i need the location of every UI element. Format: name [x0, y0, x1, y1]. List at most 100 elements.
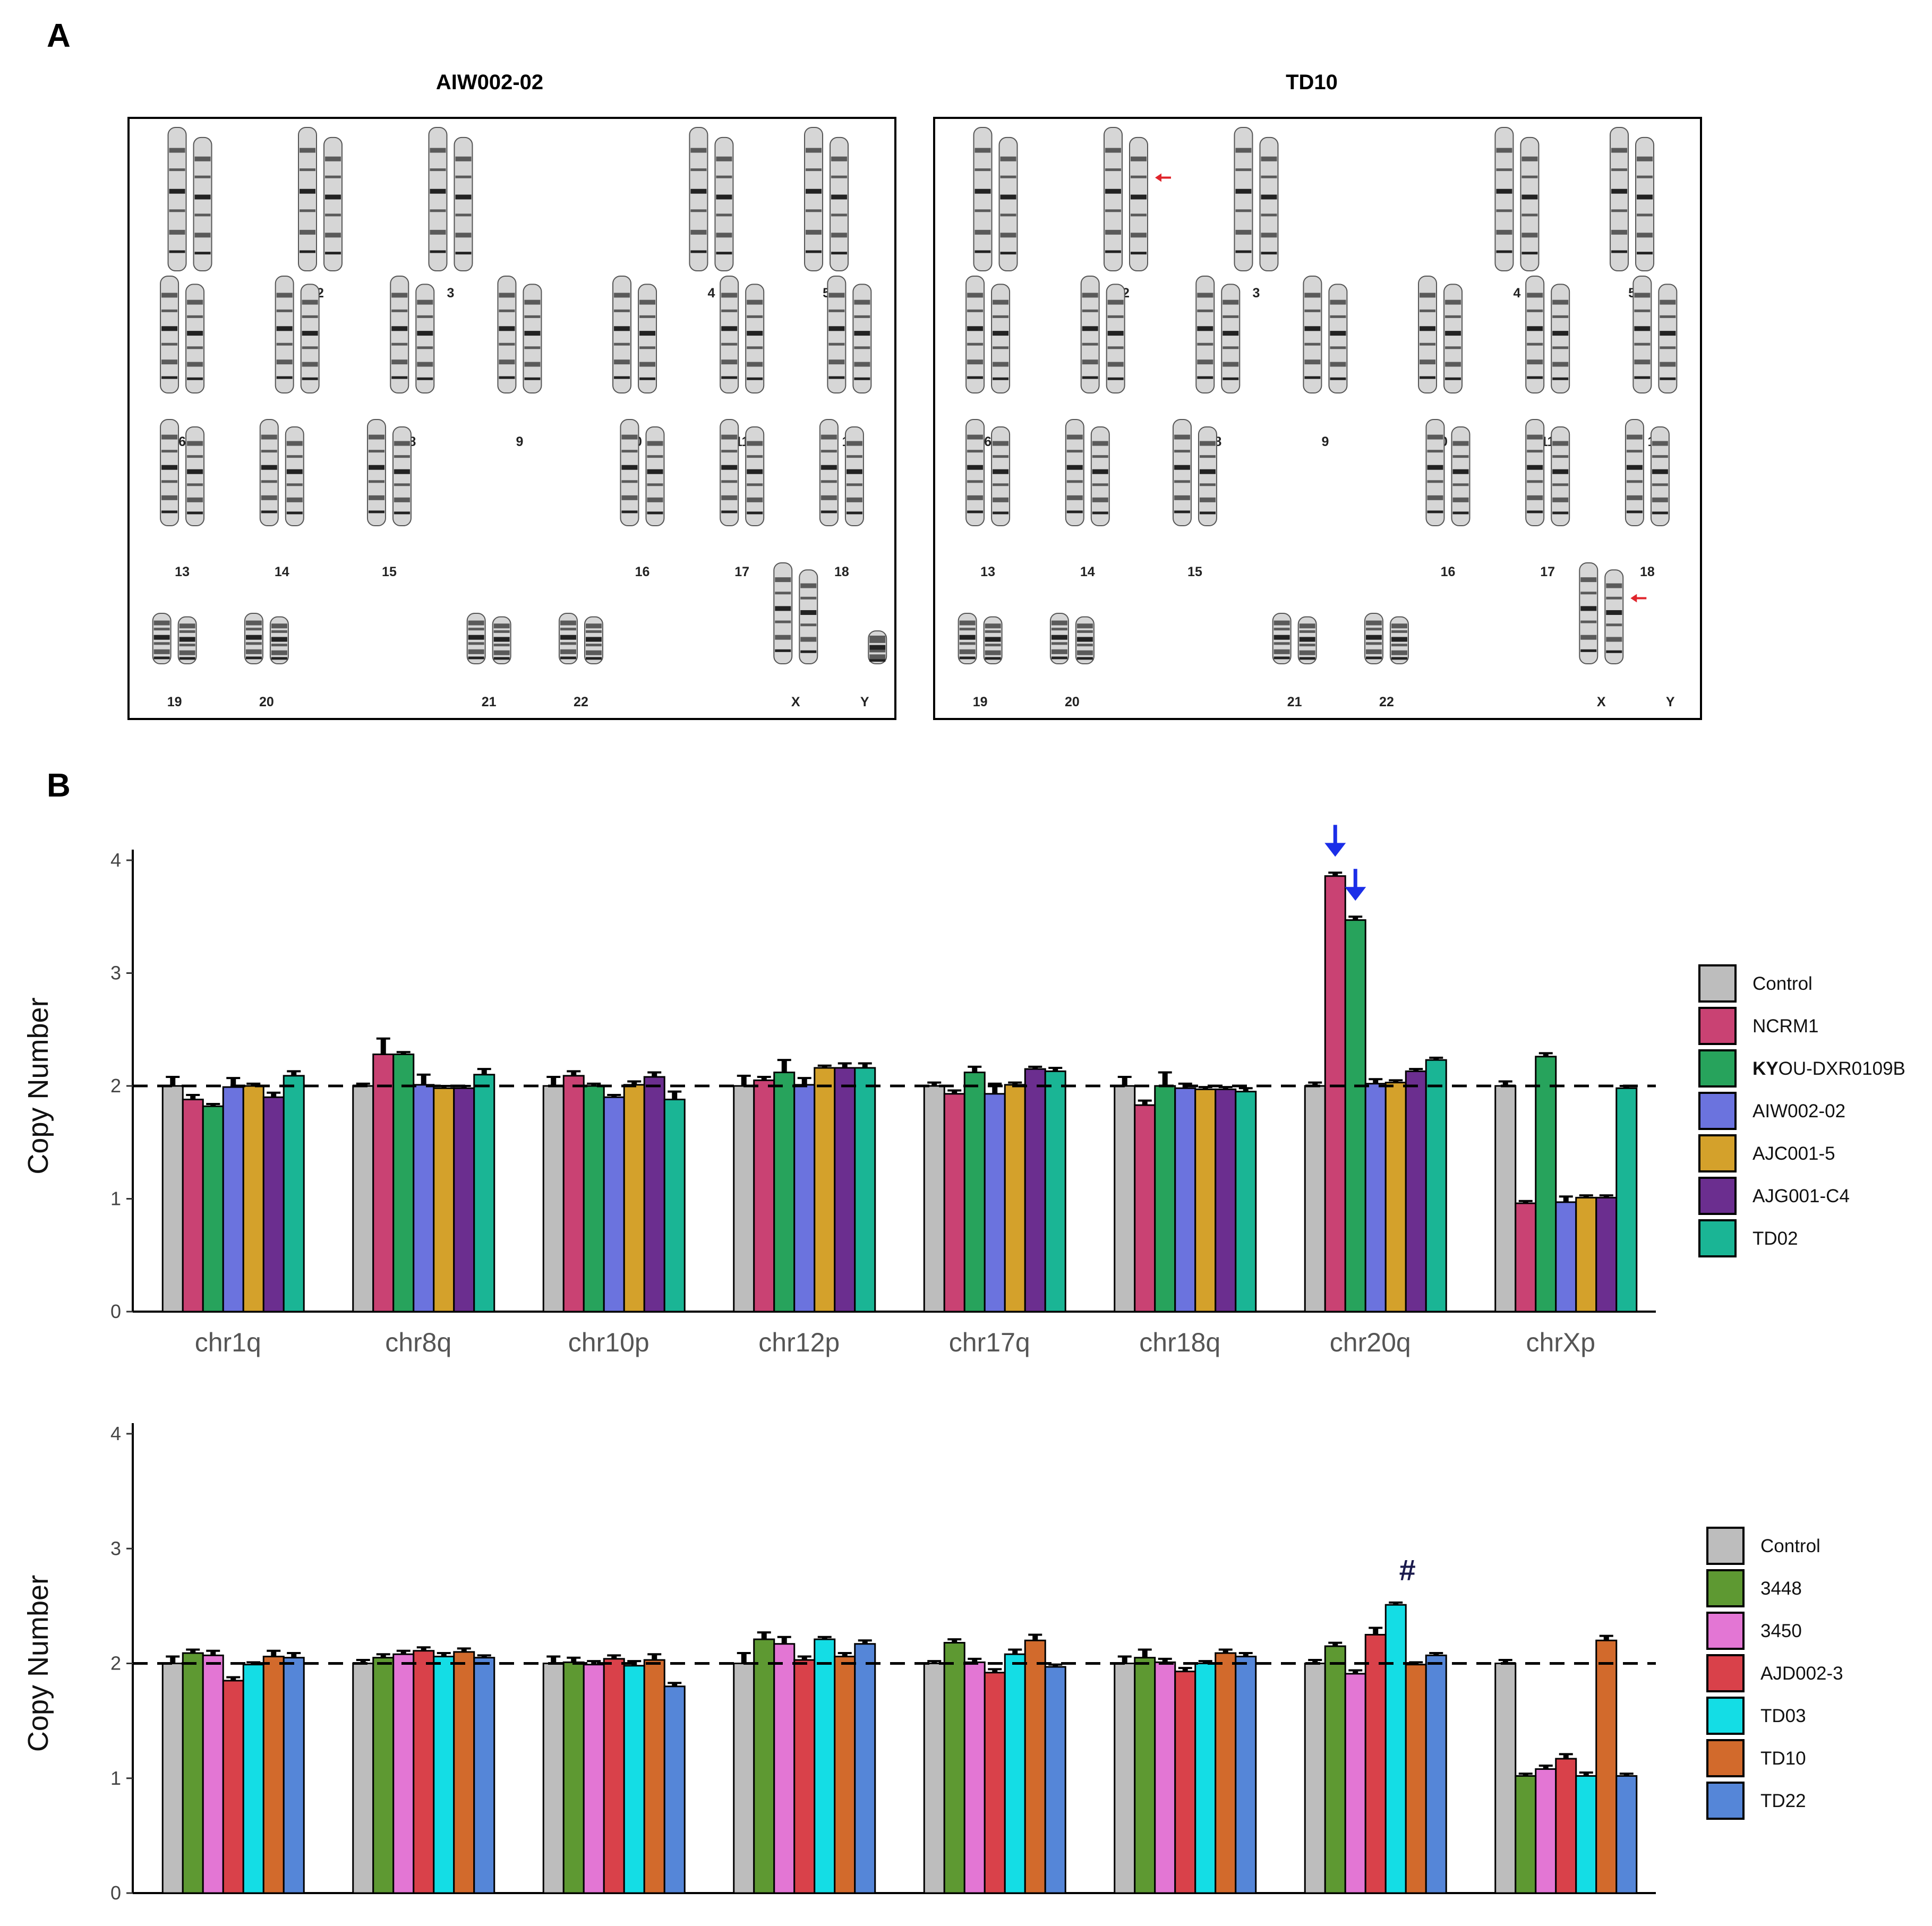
- chromosome-band: [430, 250, 446, 253]
- chromosome-band: [1076, 650, 1093, 655]
- chromosome-band: [828, 359, 845, 365]
- chromosome-band: [499, 359, 515, 365]
- chromosome-band: [468, 635, 484, 640]
- chromosome-band: [985, 644, 1001, 647]
- bar-group-chr10p: [542, 1653, 686, 1894]
- chromosome-band: [846, 469, 862, 474]
- chromosome-band: [1235, 229, 1252, 235]
- chromosome-label: 9: [1321, 434, 1329, 449]
- chromosome-band: [169, 209, 185, 212]
- chromosome-band: [993, 377, 1009, 380]
- chromosome-band: [993, 455, 1009, 458]
- chromosome-band: [1199, 455, 1216, 458]
- chromosome-band: [1452, 497, 1469, 502]
- chromosome-band: [1527, 480, 1543, 483]
- error-bar: [230, 1677, 236, 1682]
- chromosome-band: [1261, 156, 1277, 161]
- chromosome-band: [1273, 642, 1290, 645]
- chromosome-band: [1105, 168, 1121, 172]
- bar-chr8q-3448: [372, 1657, 395, 1894]
- chromosome-band: [800, 637, 817, 642]
- chromosome-band: [1092, 511, 1108, 515]
- chromosome-band: [639, 362, 656, 367]
- chromosome-band: [721, 465, 738, 470]
- chromosome-band: [1365, 635, 1382, 640]
- chromosome-band: [775, 606, 791, 611]
- error-bar: [1353, 917, 1358, 921]
- chromosome-band: [468, 628, 484, 631]
- category-label: chr1q: [195, 1328, 261, 1357]
- chromosome-band: [647, 511, 663, 515]
- chromosome-band: [1330, 299, 1346, 305]
- bar-chr1q-TD02: [283, 1075, 305, 1313]
- chromosome-band: [993, 511, 1009, 515]
- chromosome-band: [1197, 359, 1213, 365]
- chromosome-band: [647, 469, 663, 474]
- bar-chr18q-TD02: [1235, 1091, 1257, 1313]
- bar-chr12p-KYOU-DXR0109B: [773, 1072, 796, 1313]
- chromosome-band: [621, 450, 638, 453]
- chromosome-band: [1105, 189, 1121, 194]
- bar-chr17q-3450: [963, 1661, 986, 1894]
- chromosome-band: [721, 293, 738, 298]
- chromosome-band: [560, 642, 576, 645]
- chromosome-band: [1131, 156, 1147, 161]
- chromosome-band: [1527, 465, 1543, 470]
- chromosome-band: [1626, 434, 1643, 440]
- chromosome-band: [974, 250, 991, 253]
- chromosome-band: [455, 175, 472, 178]
- chromosome-band: [721, 376, 738, 379]
- chromosome-band: [1637, 213, 1653, 217]
- chromosome-band: [967, 450, 984, 453]
- chromosome-band: [1611, 229, 1628, 235]
- error-bar: [1223, 1649, 1228, 1655]
- bar-chr8q-NCRM1: [372, 1054, 395, 1313]
- abnormality-arrow: [1155, 173, 1171, 182]
- chromosome-band: [1391, 657, 1407, 660]
- chromosome-band: [1235, 209, 1252, 212]
- bar-chrXp-TD22: [1615, 1775, 1638, 1894]
- chromosome-band: [261, 465, 277, 470]
- chromosome-band: [854, 331, 870, 336]
- chromosome-band: [1092, 469, 1108, 474]
- chromosome-band: [1611, 189, 1628, 194]
- bar-chr12p-TD10: [834, 1656, 856, 1894]
- bar-chr12p-TD22: [854, 1643, 876, 1894]
- chromosome-band: [1105, 229, 1121, 235]
- chromosome-band: [261, 434, 277, 440]
- chromosome-band: [391, 359, 408, 365]
- chromosome-band: [1304, 293, 1321, 298]
- error-bar: [1122, 1077, 1127, 1087]
- chromosome-band: [187, 346, 203, 349]
- bar-chr1q-AIW002-02: [222, 1086, 244, 1313]
- copy-number-chart-top: 0 1 2 3 4 Copy Number chr1q chr8q chr10p chr12p ch…: [22, 825, 1905, 1357]
- bar-chr10p-AJG001-C4: [643, 1076, 665, 1313]
- chromosome-band: [993, 469, 1009, 474]
- chromosome-band: [721, 343, 738, 346]
- category-label: chr17q: [949, 1328, 1030, 1357]
- legend-swatch: [1706, 1527, 1745, 1565]
- chromosome-band: [1652, 511, 1668, 515]
- legend-swatch: [1698, 1219, 1737, 1257]
- chromosome-band: [499, 326, 515, 331]
- chromosome-band: [276, 343, 293, 346]
- chromosome-band: [1131, 175, 1147, 178]
- chromosome-band: [1066, 480, 1083, 483]
- error-bar: [291, 1071, 297, 1077]
- bar-chrXp-TD10: [1595, 1639, 1618, 1894]
- error-bar: [441, 1653, 447, 1658]
- chromosome-band: [747, 497, 763, 502]
- chromosome-band: [1634, 359, 1651, 365]
- chromosome-band: [161, 309, 178, 312]
- chromosome-band: [1107, 315, 1124, 318]
- chromosome-band: [1552, 455, 1569, 458]
- chromosome-band: [161, 293, 178, 298]
- chromosome-band: [1000, 156, 1016, 161]
- chromosome-band: [1131, 233, 1147, 238]
- chromosome-band: [499, 343, 515, 346]
- chromosome-band: [161, 465, 178, 470]
- chromosome-band: [455, 213, 472, 217]
- chromosome-band: [302, 315, 318, 318]
- chromosome-band: [161, 480, 178, 483]
- chromosome-band: [1552, 483, 1569, 486]
